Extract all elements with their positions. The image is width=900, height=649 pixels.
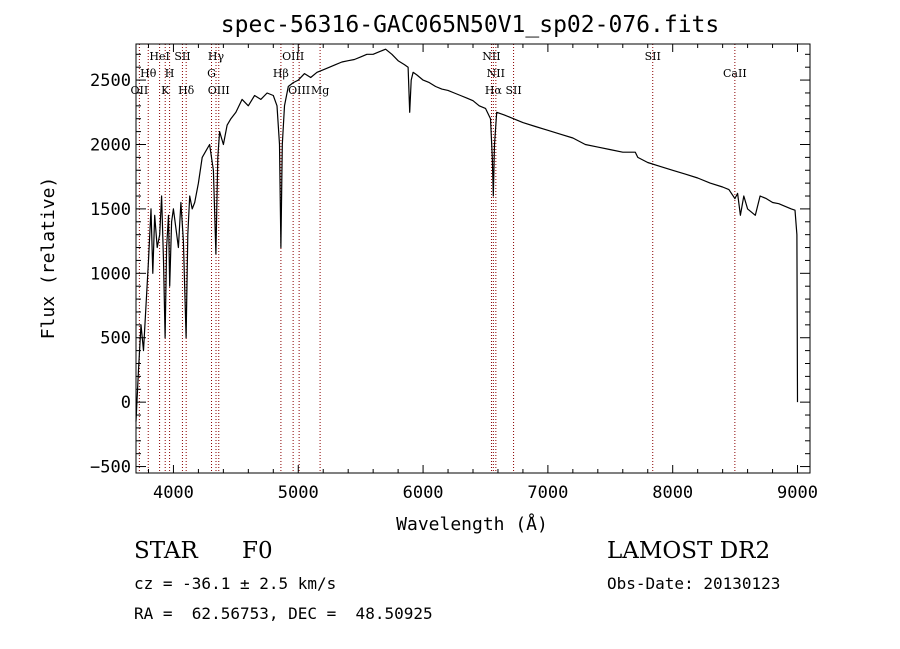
y-tick-label: 2000 <box>90 135 131 155</box>
line-marker-label: SII <box>174 50 190 63</box>
y-tick-label: −500 <box>90 458 131 478</box>
line-marker-label: H <box>165 67 175 80</box>
coordinates-text: RA = 62.56753, DEC = 48.50925 <box>134 604 433 623</box>
x-tick-label: 7000 <box>527 483 568 503</box>
line-marker-label: OII <box>131 84 149 97</box>
line-marker-label: G <box>207 67 216 80</box>
y-tick-label: 1500 <box>90 200 131 220</box>
line-marker-label: Hα <box>485 84 503 97</box>
x-axis-label: Wavelength (Å) <box>396 513 548 535</box>
y-tick-label: 1000 <box>90 264 131 284</box>
y-axis-label: Flux (relative) <box>38 177 59 340</box>
x-tick-label: 4000 <box>153 483 194 503</box>
line-marker-label: SII <box>645 50 661 63</box>
line-marker-label: CaII <box>723 67 747 80</box>
y-tick-label: 2500 <box>90 71 131 91</box>
line-marker-label: NII <box>482 50 500 63</box>
line-marker-label: OIII <box>208 84 230 97</box>
line-marker-label: NII <box>487 67 505 80</box>
x-axis: 4000 5000 6000 7000 8000 9000 <box>147 44 818 503</box>
survey-label: LAMOST DR2 <box>607 538 771 564</box>
plot-frame <box>135 43 811 474</box>
chart-title: spec-56316-GAC065N50V1_sp02-076.fits <box>221 12 720 38</box>
line-marker-label: K <box>161 84 170 97</box>
y-axis: −500 0 500 1000 1500 2000 2500 <box>90 53 810 478</box>
x-tick-label: 8000 <box>652 483 693 503</box>
line-marker-label: Hδ <box>178 84 195 97</box>
line-marker-label: Mg <box>311 84 329 97</box>
line-marker-label: Hθ <box>140 67 157 80</box>
line-marker-label: OIII <box>288 84 310 97</box>
subclass-label: F0 <box>242 538 273 564</box>
x-tick-label: 5000 <box>278 483 319 503</box>
class-label: STAR <box>134 538 198 564</box>
line-marker-label: Hγ <box>208 50 225 63</box>
spectrum-series <box>135 48 799 422</box>
line-marker-label: OIII <box>282 50 304 63</box>
y-tick-label: 500 <box>100 329 131 349</box>
line-marker-label: HeI <box>149 50 169 63</box>
line-marker-label: Hβ <box>273 67 289 80</box>
series-line <box>135 48 799 422</box>
redshift-text: cz = -36.1 ± 2.5 km/s <box>134 574 337 593</box>
line-marker-label: SII <box>505 84 521 97</box>
x-tick-label: 6000 <box>403 483 444 503</box>
x-tick-label: 9000 <box>777 483 818 503</box>
obs-date-text: Obs-Date: 20130123 <box>607 574 781 593</box>
y-tick-label: 0 <box>121 393 131 413</box>
